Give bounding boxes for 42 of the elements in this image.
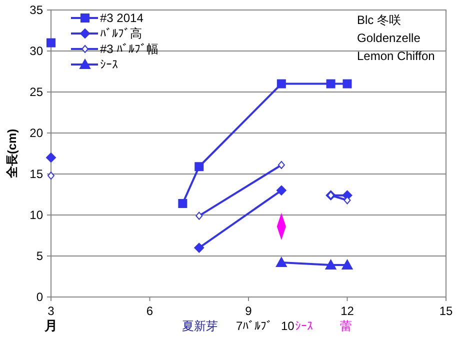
point bbox=[46, 38, 56, 48]
text: 夏新芽 bbox=[182, 319, 218, 333]
point bbox=[326, 79, 336, 88]
legend-label: #3 ﾊﾞﾙﾌﾞ幅 bbox=[100, 42, 159, 56]
x-tick-label: 15 bbox=[439, 304, 453, 318]
legend-label: #3 2014 bbox=[100, 11, 144, 25]
legend-label: ｼｰｽ bbox=[100, 58, 118, 72]
y-tick-label: 15 bbox=[30, 167, 44, 181]
point bbox=[276, 257, 287, 268]
point bbox=[46, 152, 56, 163]
legend-label: ﾊﾞﾙﾌﾞ高 bbox=[100, 26, 142, 40]
y-axis-title: 全長(cm) bbox=[5, 128, 19, 180]
y-tick-label: 0 bbox=[36, 290, 44, 304]
text: 7ﾊﾞﾙﾌﾞ bbox=[236, 319, 273, 333]
text: 蕾 bbox=[340, 319, 352, 333]
annotation: Lemon Chiffon bbox=[357, 49, 435, 63]
x-tick-label: 6 bbox=[146, 304, 154, 318]
point bbox=[48, 172, 54, 180]
point bbox=[178, 199, 188, 208]
x-axis-title: 月 bbox=[44, 318, 58, 333]
annotation: Goldenzelle bbox=[357, 31, 421, 45]
point bbox=[194, 162, 204, 172]
x-tick-label: 3 bbox=[48, 304, 55, 318]
x-tick-label: 9 bbox=[245, 304, 252, 318]
point bbox=[342, 79, 352, 88]
text: 10 bbox=[281, 319, 295, 333]
text: ｼｰｽ bbox=[295, 319, 313, 333]
y-tick-label: 20 bbox=[30, 126, 44, 140]
y-tick-label: 35 bbox=[30, 3, 44, 17]
y-tick-label: 5 bbox=[36, 249, 44, 263]
point bbox=[196, 212, 203, 220]
point bbox=[276, 79, 286, 88]
point bbox=[276, 185, 286, 196]
annotation: Blc 冬咲 bbox=[357, 13, 402, 27]
point bbox=[278, 160, 285, 169]
point bbox=[342, 260, 353, 270]
x-tick-label: 12 bbox=[340, 304, 354, 318]
point bbox=[194, 242, 204, 253]
y-tick-label: 30 bbox=[30, 44, 44, 58]
point bbox=[325, 260, 336, 270]
y-tick-label: 25 bbox=[30, 85, 44, 99]
y-tick-label: 10 bbox=[30, 208, 44, 222]
